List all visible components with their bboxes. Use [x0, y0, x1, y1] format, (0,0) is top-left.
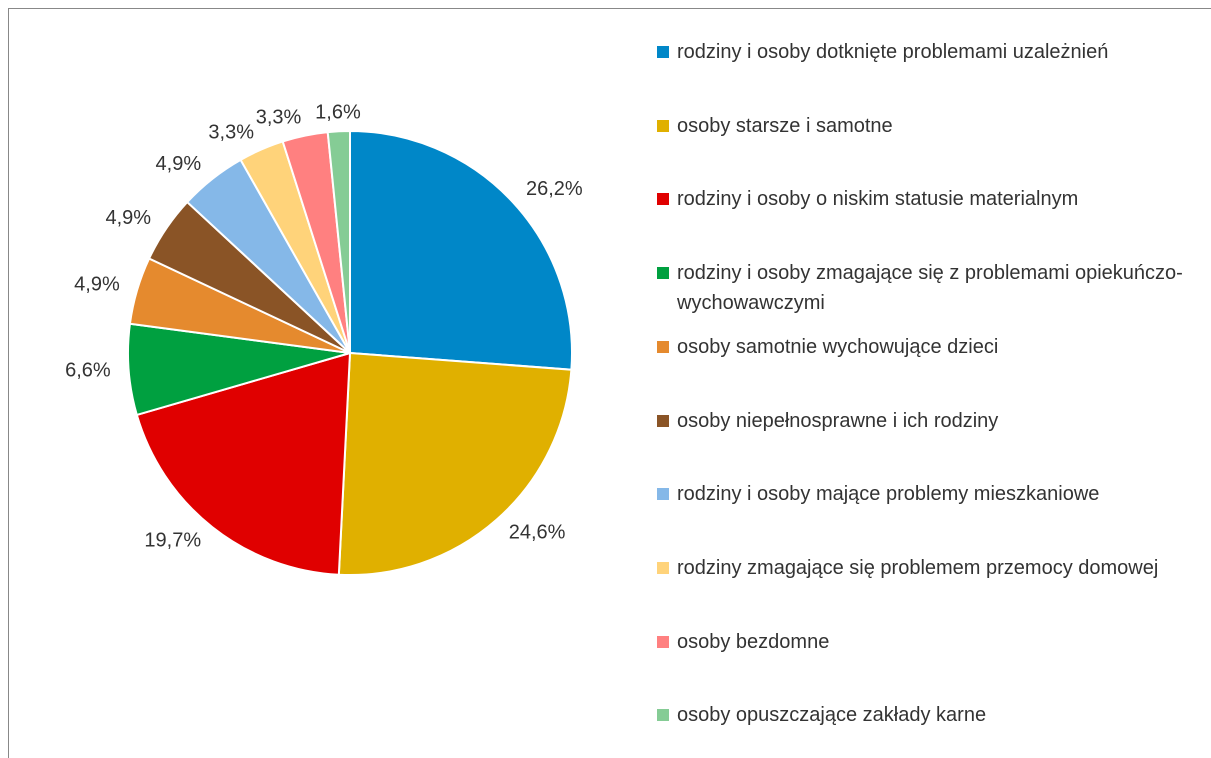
legend-label: osoby bezdomne: [677, 630, 830, 653]
legend-swatch: [657, 267, 669, 280]
legend-swatch: [657, 635, 669, 648]
legend-item: osoby samotnie wychowujące dzieci: [657, 332, 1197, 362]
data-label: 4,9%: [74, 274, 120, 296]
legend-swatch: [657, 561, 669, 574]
legend-swatch: [657, 709, 669, 722]
legend-swatch: [657, 340, 669, 353]
data-label: 19,7%: [144, 530, 201, 552]
legend-item: osoby starsze i samotne: [657, 111, 1197, 141]
legend-label: rodziny i osoby o niskim statusie materi…: [677, 188, 1079, 211]
legend-item: rodziny zmagające się problemem przemocy…: [657, 553, 1197, 583]
legend-label: rodziny i osoby dotknięte problemami uza…: [677, 41, 1109, 63]
data-label: 4,9%: [156, 153, 202, 175]
legend-swatch: [657, 193, 669, 206]
legend-item: rodziny i osoby o niskim statusie materi…: [657, 184, 1197, 214]
legend-label: rodziny zmagające się problemem przemocy…: [677, 556, 1159, 579]
data-label: 3,3%: [256, 106, 302, 128]
pie-slice: [349, 129, 573, 371]
legend-label: osoby niepełnosprawne i ich rodziny: [677, 409, 999, 432]
data-label: 24,6%: [509, 521, 566, 543]
legend-swatch: [657, 119, 669, 132]
legend-label: rodziny i osoby mające problemy mieszkan…: [677, 483, 1100, 506]
legend-item: osoby bezdomne: [657, 627, 1197, 657]
pie-slice: [135, 351, 352, 576]
legend-item: osoby niepełnosprawne i ich rodziny: [657, 406, 1197, 436]
legend-label: osoby opuszczające zakłady karne: [677, 704, 987, 727]
pie-slice: [337, 351, 573, 576]
legend: rodziny i osoby dotknięte problemami uza…: [657, 0, 1197, 758]
legend-swatch: [657, 414, 669, 427]
legend-label: osoby samotnie wychowujące dzieci: [677, 335, 999, 358]
legend-swatch: [657, 46, 669, 58]
data-label: 3,3%: [208, 121, 254, 143]
legend-label: rodziny i osoby zmagające się z problema…: [677, 262, 1183, 315]
legend-label: osoby starsze i samotne: [677, 114, 893, 137]
pie-slice: [326, 129, 351, 354]
legend-item: rodziny i osoby mające problemy mieszkan…: [657, 479, 1197, 509]
frame: [8, 8, 1211, 758]
legend-item: rodziny i osoby zmagające się z problema…: [657, 258, 1197, 318]
legend-swatch: [657, 488, 669, 501]
pie-area: 26,2% 24,6% 19,7% 6,6% 4,9% 4,9% 4,9% 3,3%3,3% 1…: [65, 102, 583, 576]
data-label: 26,2%: [526, 178, 583, 200]
data-label: 6,6%: [65, 359, 111, 381]
data-label: 1,6%: [315, 102, 361, 124]
legend-item: osoby opuszczające zakłady karne: [657, 700, 1197, 730]
data-label: 4,9%: [105, 207, 151, 229]
legend-item: rodziny i osoby dotknięte problemami uza…: [657, 37, 1197, 67]
